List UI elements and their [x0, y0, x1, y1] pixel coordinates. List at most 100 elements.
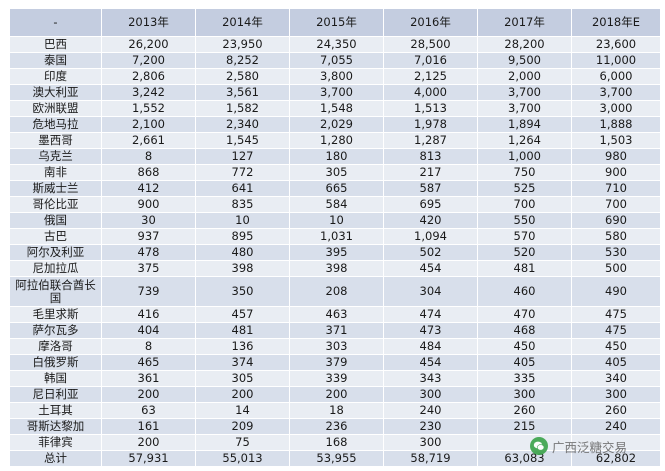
table-row: 危地马拉 2,100 2,340 2,029 1,978 1,894 1,888: [9, 116, 661, 133]
value-cell: 55,013: [195, 450, 290, 467]
value-cell: 7,200: [101, 52, 196, 69]
value-cell: 350: [195, 276, 290, 307]
value-cell: 1,894: [477, 116, 572, 133]
table-row: 哥斯达黎加 161 209 236 230 215 240: [9, 418, 661, 435]
value-cell: 3,561: [195, 84, 290, 101]
value-cell: 200: [289, 386, 384, 403]
value-cell: 374: [195, 354, 290, 371]
value-cell: 1,582: [195, 100, 290, 117]
value-cell: 200: [101, 386, 196, 403]
value-cell: 481: [195, 322, 290, 339]
value-cell: 75: [195, 434, 290, 451]
value-cell: 10: [289, 212, 384, 229]
value-cell: 3,800: [289, 68, 384, 85]
value-cell: 454: [383, 260, 478, 277]
value-cell: 665: [289, 180, 384, 197]
value-cell: 161: [101, 418, 196, 435]
value-cell: 305: [195, 370, 290, 387]
table-row: 泰国 7,200 8,252 7,055 7,016 9,500 11,000: [9, 52, 661, 69]
value-cell: 395: [289, 244, 384, 261]
value-cell: 1,280: [289, 132, 384, 149]
table-row: 阿尔及利亚 478 480 395 502 520 530: [9, 244, 661, 261]
table-row: 俄国 30 10 10 420 550 690: [9, 212, 661, 229]
value-cell: 478: [101, 244, 196, 261]
table-row: 摩洛哥 8 136 303 484 450 450: [9, 338, 661, 355]
value-cell: 343: [383, 370, 478, 387]
value-cell: 580: [571, 228, 661, 245]
country-cell: 尼加拉瓜: [9, 260, 102, 277]
country-cell: 巴西: [9, 36, 102, 53]
value-cell: 2,125: [383, 68, 478, 85]
wechat-icon: [530, 437, 548, 455]
country-cell: 哥伦比亚: [9, 196, 102, 213]
country-cell: 阿拉伯联合酋长国: [9, 276, 102, 307]
country-cell: 摩洛哥: [9, 338, 102, 355]
value-cell: 2,661: [101, 132, 196, 149]
table-body: 巴西 26,200 23,950 24,350 28,500 28,200 23,600 泰国…: [9, 36, 661, 467]
table-row: 欧洲联盟 1,552 1,582 1,548 1,513 3,700 3,000: [9, 100, 661, 117]
sugar-export-table: -2013年 2014年 2015年 2016年 2017年 2018年E 巴西 26,20…: [9, 8, 661, 467]
table-row: 古巴 937 895 1,031 1,094 570 580: [9, 228, 661, 245]
table-row: 白俄罗斯 465 374 379 454 405 405: [9, 354, 661, 371]
value-cell: 1,545: [195, 132, 290, 149]
country-cell: 总计: [9, 450, 102, 467]
value-cell: 340: [571, 370, 661, 387]
value-cell: 30: [101, 212, 196, 229]
value-cell: 463: [289, 306, 384, 323]
value-cell: 480: [195, 244, 290, 261]
value-cell: 23,950: [195, 36, 290, 53]
value-cell: 63,083: [477, 450, 572, 467]
country-cell: 印度: [9, 68, 102, 85]
value-cell: 700: [571, 196, 661, 213]
value-cell: 900: [571, 164, 661, 181]
value-cell: 18: [289, 402, 384, 419]
value-cell: 215: [477, 418, 572, 435]
value-cell: 2,100: [101, 116, 196, 133]
table-row: 巴西 26,200 23,950 24,350 28,500 28,200 23,600: [9, 36, 661, 53]
value-cell: 8: [101, 148, 196, 165]
value-cell: 300: [383, 386, 478, 403]
value-cell: 300: [571, 386, 661, 403]
table-row: 澳大利亚 3,242 3,561 3,700 4,000 3,700 3,700: [9, 84, 661, 101]
value-cell: 1,552: [101, 100, 196, 117]
value-cell: 900: [101, 196, 196, 213]
value-cell: 457: [195, 306, 290, 323]
header-year: 2017年: [477, 8, 572, 37]
value-cell: 470: [477, 306, 572, 323]
country-cell: 斯威士兰: [9, 180, 102, 197]
table-row: 墨西哥 2,661 1,545 1,280 1,287 1,264 1,503: [9, 132, 661, 149]
value-cell: 136: [195, 338, 290, 355]
country-cell: 菲律宾: [9, 434, 102, 451]
value-cell: 412: [101, 180, 196, 197]
value-cell: 3,700: [571, 84, 661, 101]
value-cell: 6,000: [571, 68, 661, 85]
value-cell: 475: [571, 306, 661, 323]
value-cell: 570: [477, 228, 572, 245]
value-cell: 584: [289, 196, 384, 213]
country-cell: 尼日利亚: [9, 386, 102, 403]
value-cell: 2,580: [195, 68, 290, 85]
value-cell: 868: [101, 164, 196, 181]
header-year: 2015年: [289, 8, 384, 37]
value-cell: 11,000: [571, 52, 661, 69]
value-cell: 28,500: [383, 36, 478, 53]
value-cell: 240: [571, 418, 661, 435]
value-cell: 450: [477, 338, 572, 355]
country-cell: 毛里求斯: [9, 306, 102, 323]
value-cell: 361: [101, 370, 196, 387]
country-cell: 泰国: [9, 52, 102, 69]
value-cell: 530: [571, 244, 661, 261]
value-cell: 550: [477, 212, 572, 229]
value-cell: 468: [477, 322, 572, 339]
value-cell: 739: [101, 276, 196, 307]
value-cell: 1,000: [477, 148, 572, 165]
value-cell: 28,200: [477, 36, 572, 53]
value-cell: 500: [571, 260, 661, 277]
value-cell: 481: [477, 260, 572, 277]
value-cell: 305: [289, 164, 384, 181]
value-cell: 895: [195, 228, 290, 245]
table-row: 土耳其 63 14 18 240 260 260: [9, 402, 661, 419]
value-cell: 1,978: [383, 116, 478, 133]
value-cell: 2,029: [289, 116, 384, 133]
value-cell: 641: [195, 180, 290, 197]
